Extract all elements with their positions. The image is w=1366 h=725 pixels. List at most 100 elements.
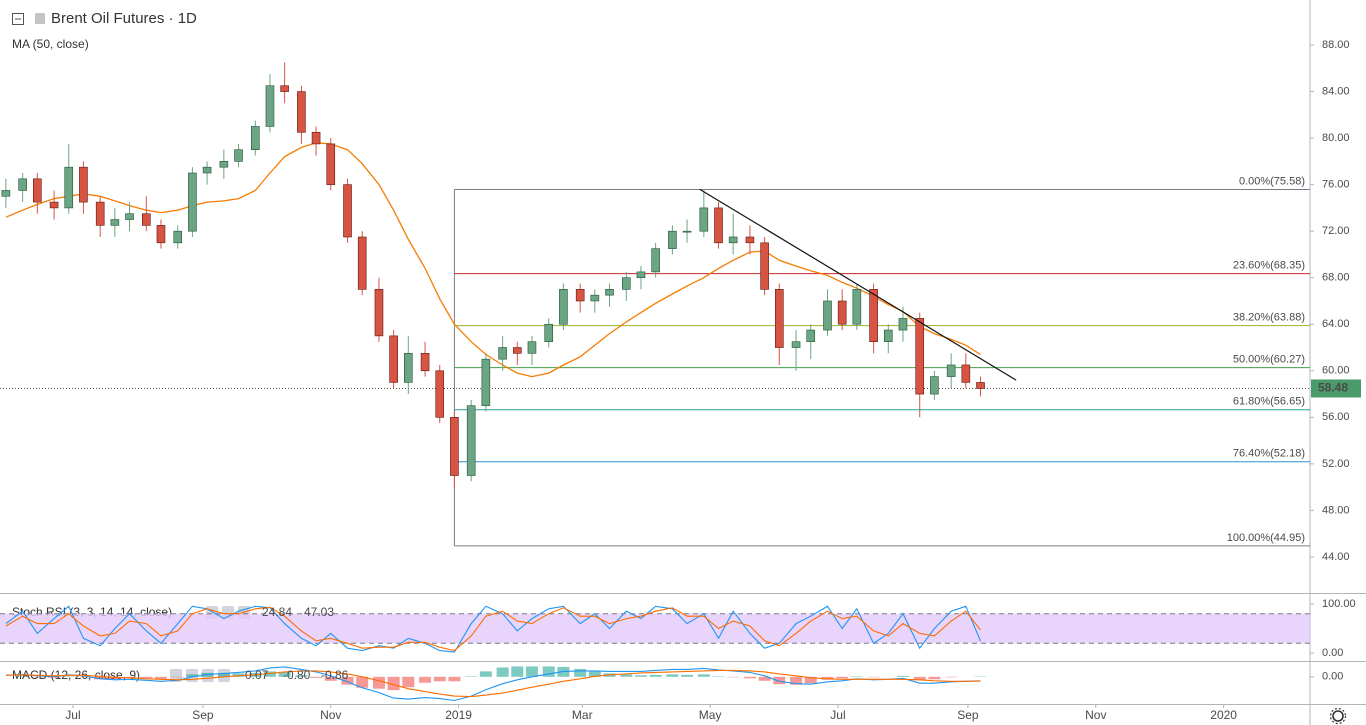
gear-icon[interactable]	[1332, 710, 1344, 722]
histogram-bar	[278, 671, 291, 677]
y-tick-label: 72.00	[1322, 225, 1350, 237]
candle-body	[173, 230, 183, 244]
histogram-bar	[542, 666, 555, 677]
y-tick-label: 0.00	[1322, 671, 1343, 683]
y-tick-label: 0.00	[1322, 647, 1343, 659]
candle-body	[883, 329, 893, 342]
histogram-bar	[154, 676, 167, 679]
candle-body	[852, 289, 862, 325]
fib-label: 61.80%(56.65)	[1233, 396, 1305, 408]
indicator-label: MA (50, close)	[12, 37, 89, 51]
histogram-bar	[743, 676, 756, 679]
histogram-bar	[649, 674, 662, 677]
candle-body	[961, 364, 971, 383]
candle-body	[559, 289, 568, 325]
candle-body	[869, 289, 878, 342]
candle-body	[714, 207, 723, 244]
candle-body	[389, 335, 398, 383]
y-tick-label: 56.00	[1322, 411, 1350, 423]
histogram-bar	[94, 676, 107, 680]
y-tick-label: 88.00	[1322, 39, 1350, 51]
x-tick-label: Mar	[572, 708, 593, 722]
histogram-bar	[479, 671, 492, 677]
settings-button[interactable]	[1329, 707, 1347, 725]
histogram-bar	[263, 671, 276, 677]
histogram-bar	[232, 673, 245, 677]
candle-body	[728, 236, 738, 244]
legend-value: -0.80	[283, 668, 311, 682]
histogram-bar	[836, 676, 849, 679]
candle-body	[498, 347, 507, 360]
candle-body	[605, 289, 614, 296]
histogram-bar	[511, 666, 524, 677]
x-tick-label: 2020	[1210, 708, 1237, 722]
fib-label: 100.00%(44.95)	[1227, 532, 1305, 544]
histogram-bar	[574, 668, 587, 677]
legend-value: 24.84	[262, 605, 292, 619]
candle-body	[806, 329, 816, 342]
candle-body	[636, 271, 646, 279]
oscillator-line	[5, 606, 981, 652]
y-tick-label: 80.00	[1322, 132, 1350, 144]
histogram-bar	[108, 676, 121, 680]
x-tick-label: Sep	[957, 708, 979, 722]
histogram-bar	[140, 676, 153, 679]
histogram-bar	[666, 674, 679, 677]
candle-body	[774, 289, 784, 348]
candle-body	[357, 236, 367, 290]
candle-body	[682, 230, 692, 233]
histogram-bar	[402, 676, 415, 688]
x-tick-label: May	[699, 708, 722, 722]
candle-body	[898, 318, 908, 331]
y-tick-label: 64.00	[1322, 318, 1350, 330]
candle-body	[219, 161, 229, 168]
histogram-bar	[433, 676, 446, 682]
histogram-bar	[387, 676, 400, 691]
histogram-bar	[681, 674, 694, 677]
histogram-bar	[356, 676, 369, 688]
moving-average	[5, 142, 981, 378]
candle-body	[64, 166, 74, 209]
candle-body	[544, 323, 554, 342]
candle-body	[142, 213, 151, 226]
histogram-bar	[588, 671, 601, 677]
histogram-bar	[790, 676, 803, 685]
candle-body	[668, 230, 677, 249]
x-tick-label: Nov	[1085, 708, 1106, 722]
candle-body	[18, 178, 27, 191]
histogram-bar	[773, 676, 786, 685]
collapse-button[interactable]	[12, 13, 24, 25]
histogram-bar	[186, 674, 199, 677]
y-tick-label: 76.00	[1322, 179, 1350, 191]
candle-body	[250, 126, 260, 151]
candle-body	[481, 358, 491, 406]
fib-label: 50.00%(60.27)	[1233, 354, 1305, 366]
chart-title: Brent Oil Futures · 1D	[51, 10, 197, 27]
macd-line	[5, 669, 981, 698]
histogram-bar	[372, 676, 385, 689]
last-price-tag	[1311, 379, 1361, 398]
y-tick-label: 68.00	[1322, 272, 1350, 284]
collapse-icon[interactable]	[12, 13, 24, 25]
candle-body	[95, 201, 105, 226]
candle-body	[343, 184, 352, 238]
candle-body	[202, 166, 212, 174]
x-tick-label: Nov	[320, 708, 341, 722]
histogram-bar	[634, 675, 647, 677]
candle-body	[946, 364, 956, 377]
y-tick-label: 44.00	[1322, 551, 1350, 563]
y-tick-label: 100.00	[1322, 598, 1356, 610]
fib-label: 76.40%(52.18)	[1233, 448, 1305, 460]
candle-body	[651, 248, 660, 273]
symbol-icon	[35, 13, 45, 24]
candle-body	[156, 225, 166, 244]
candle-body	[745, 236, 755, 244]
histogram-bar	[620, 674, 633, 677]
histogram-bar	[217, 673, 230, 677]
histogram-bar	[448, 676, 461, 682]
candle-body	[699, 207, 709, 232]
candle-body	[1, 190, 11, 197]
button-icon[interactable]	[170, 669, 182, 682]
